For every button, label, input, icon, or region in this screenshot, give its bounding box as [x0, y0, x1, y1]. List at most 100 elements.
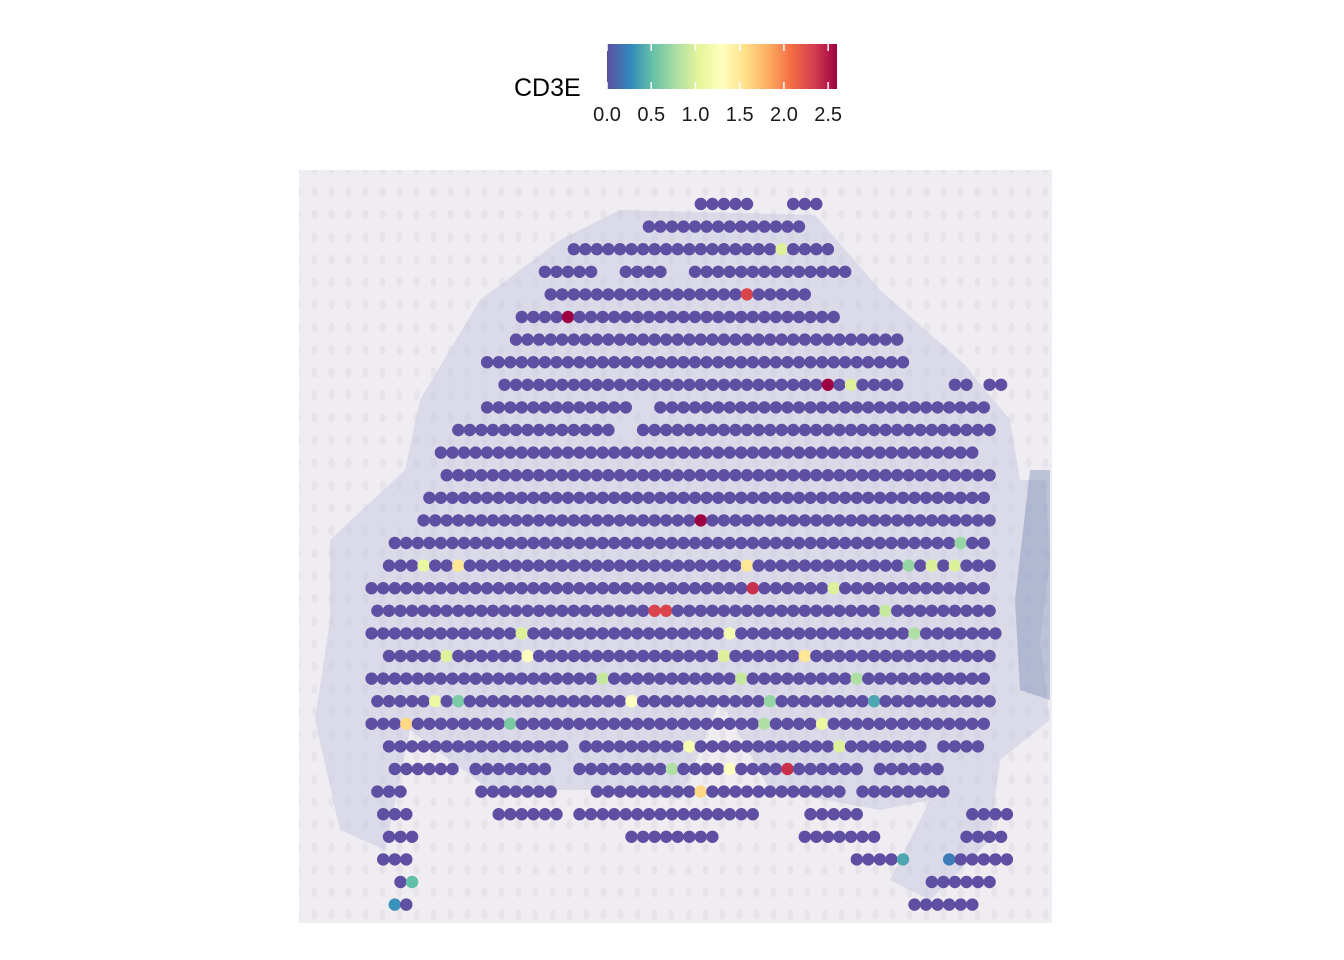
expression-spot [492, 536, 505, 550]
expression-spot [867, 514, 881, 527]
expression-spot [948, 740, 962, 753]
expression-spot [943, 627, 956, 640]
expression-spot [856, 469, 869, 482]
expression-spot [440, 695, 453, 708]
expression-spot [821, 378, 835, 391]
expression-spot [943, 717, 956, 730]
expression-spot [943, 401, 956, 414]
expression-spot [463, 559, 476, 572]
expression-spot [625, 288, 638, 301]
expression-spot [550, 356, 563, 369]
expression-spot [556, 604, 569, 617]
expression-spot [423, 762, 436, 776]
expression-spot [914, 740, 927, 753]
expression-spot [619, 672, 632, 685]
expression-spot [844, 469, 858, 482]
expression-spot [891, 604, 904, 617]
expression-spot [446, 491, 459, 504]
expression-spot [885, 446, 898, 459]
expression-spot [492, 582, 505, 595]
expression-spot [787, 378, 800, 391]
expression-spot [683, 830, 696, 843]
expression-spot [792, 446, 806, 459]
expression-spot [579, 378, 592, 391]
expression-spot [440, 740, 453, 753]
expression-spot [619, 356, 632, 369]
expression-spot [538, 491, 552, 504]
expression-spot [429, 649, 442, 663]
expression-spot [700, 446, 713, 459]
expression-spot [446, 582, 459, 595]
expression-spot [815, 265, 829, 278]
expression-spot [463, 649, 476, 663]
expression-spot [480, 401, 494, 414]
expression-spot [671, 695, 684, 708]
expression-spot [498, 649, 511, 663]
expression-spot [862, 582, 875, 595]
expression-spot [573, 627, 586, 640]
expression-spot [504, 536, 517, 550]
expression-spot [810, 423, 823, 437]
expression-spot [919, 672, 933, 685]
expression-spot [804, 491, 817, 504]
expression-spot [440, 559, 453, 572]
expression-spot [429, 514, 442, 527]
expression-spot [775, 288, 788, 301]
expression-spot [879, 514, 892, 527]
expression-spot [700, 265, 713, 278]
expression-spot [613, 243, 627, 256]
expression-spot [411, 627, 425, 640]
expression-spot [798, 333, 811, 346]
expression-spot [423, 627, 436, 640]
expression-spot [729, 649, 742, 663]
expression-spot [723, 762, 736, 776]
expression-spot [804, 672, 817, 685]
expression-spot [434, 627, 448, 640]
expression-spot [584, 491, 598, 504]
expression-spot [642, 491, 656, 504]
expression-spot [619, 401, 632, 414]
expression-spot [446, 536, 459, 550]
expression-spot [648, 333, 661, 346]
expression-spot [573, 536, 586, 550]
colorbar-tick-label: 1.0 [682, 104, 710, 126]
expression-spot [960, 830, 973, 843]
expression-spot [469, 672, 482, 685]
expression-spot [798, 469, 811, 482]
expression-spot [579, 243, 592, 256]
expression-spot [515, 762, 528, 776]
expression-spot [966, 717, 979, 730]
expression-spot [862, 717, 875, 730]
expression-spot [382, 695, 396, 708]
expression-spot [706, 333, 719, 346]
expression-spot [654, 491, 667, 504]
expression-spot [723, 401, 736, 414]
expression-spot [613, 288, 627, 301]
expression-spot [400, 582, 413, 595]
expression-spot [862, 491, 875, 504]
expression-spot [429, 740, 442, 753]
expression-spot [700, 220, 713, 233]
expression-spot [781, 582, 794, 595]
expression-spot [787, 197, 800, 211]
expression-spot [388, 582, 401, 595]
expression-spot [827, 356, 840, 369]
expression-spot [480, 627, 494, 640]
expression-spot [810, 333, 823, 346]
colorbar [607, 44, 837, 89]
expression-spot [804, 401, 817, 414]
expression-spot [648, 288, 661, 301]
expression-spot [712, 401, 725, 414]
expression-spot [937, 514, 950, 527]
expression-spot [694, 197, 707, 211]
expression-spot [833, 604, 846, 617]
expression-spot [642, 762, 656, 776]
expression-spot [573, 401, 586, 414]
expression-spot [827, 310, 840, 324]
expression-spot [856, 695, 869, 708]
expression-spot [839, 762, 852, 776]
expression-spot [775, 695, 788, 708]
expression-spot [434, 717, 448, 730]
expression-spot [509, 559, 523, 572]
expression-spot [706, 243, 719, 256]
